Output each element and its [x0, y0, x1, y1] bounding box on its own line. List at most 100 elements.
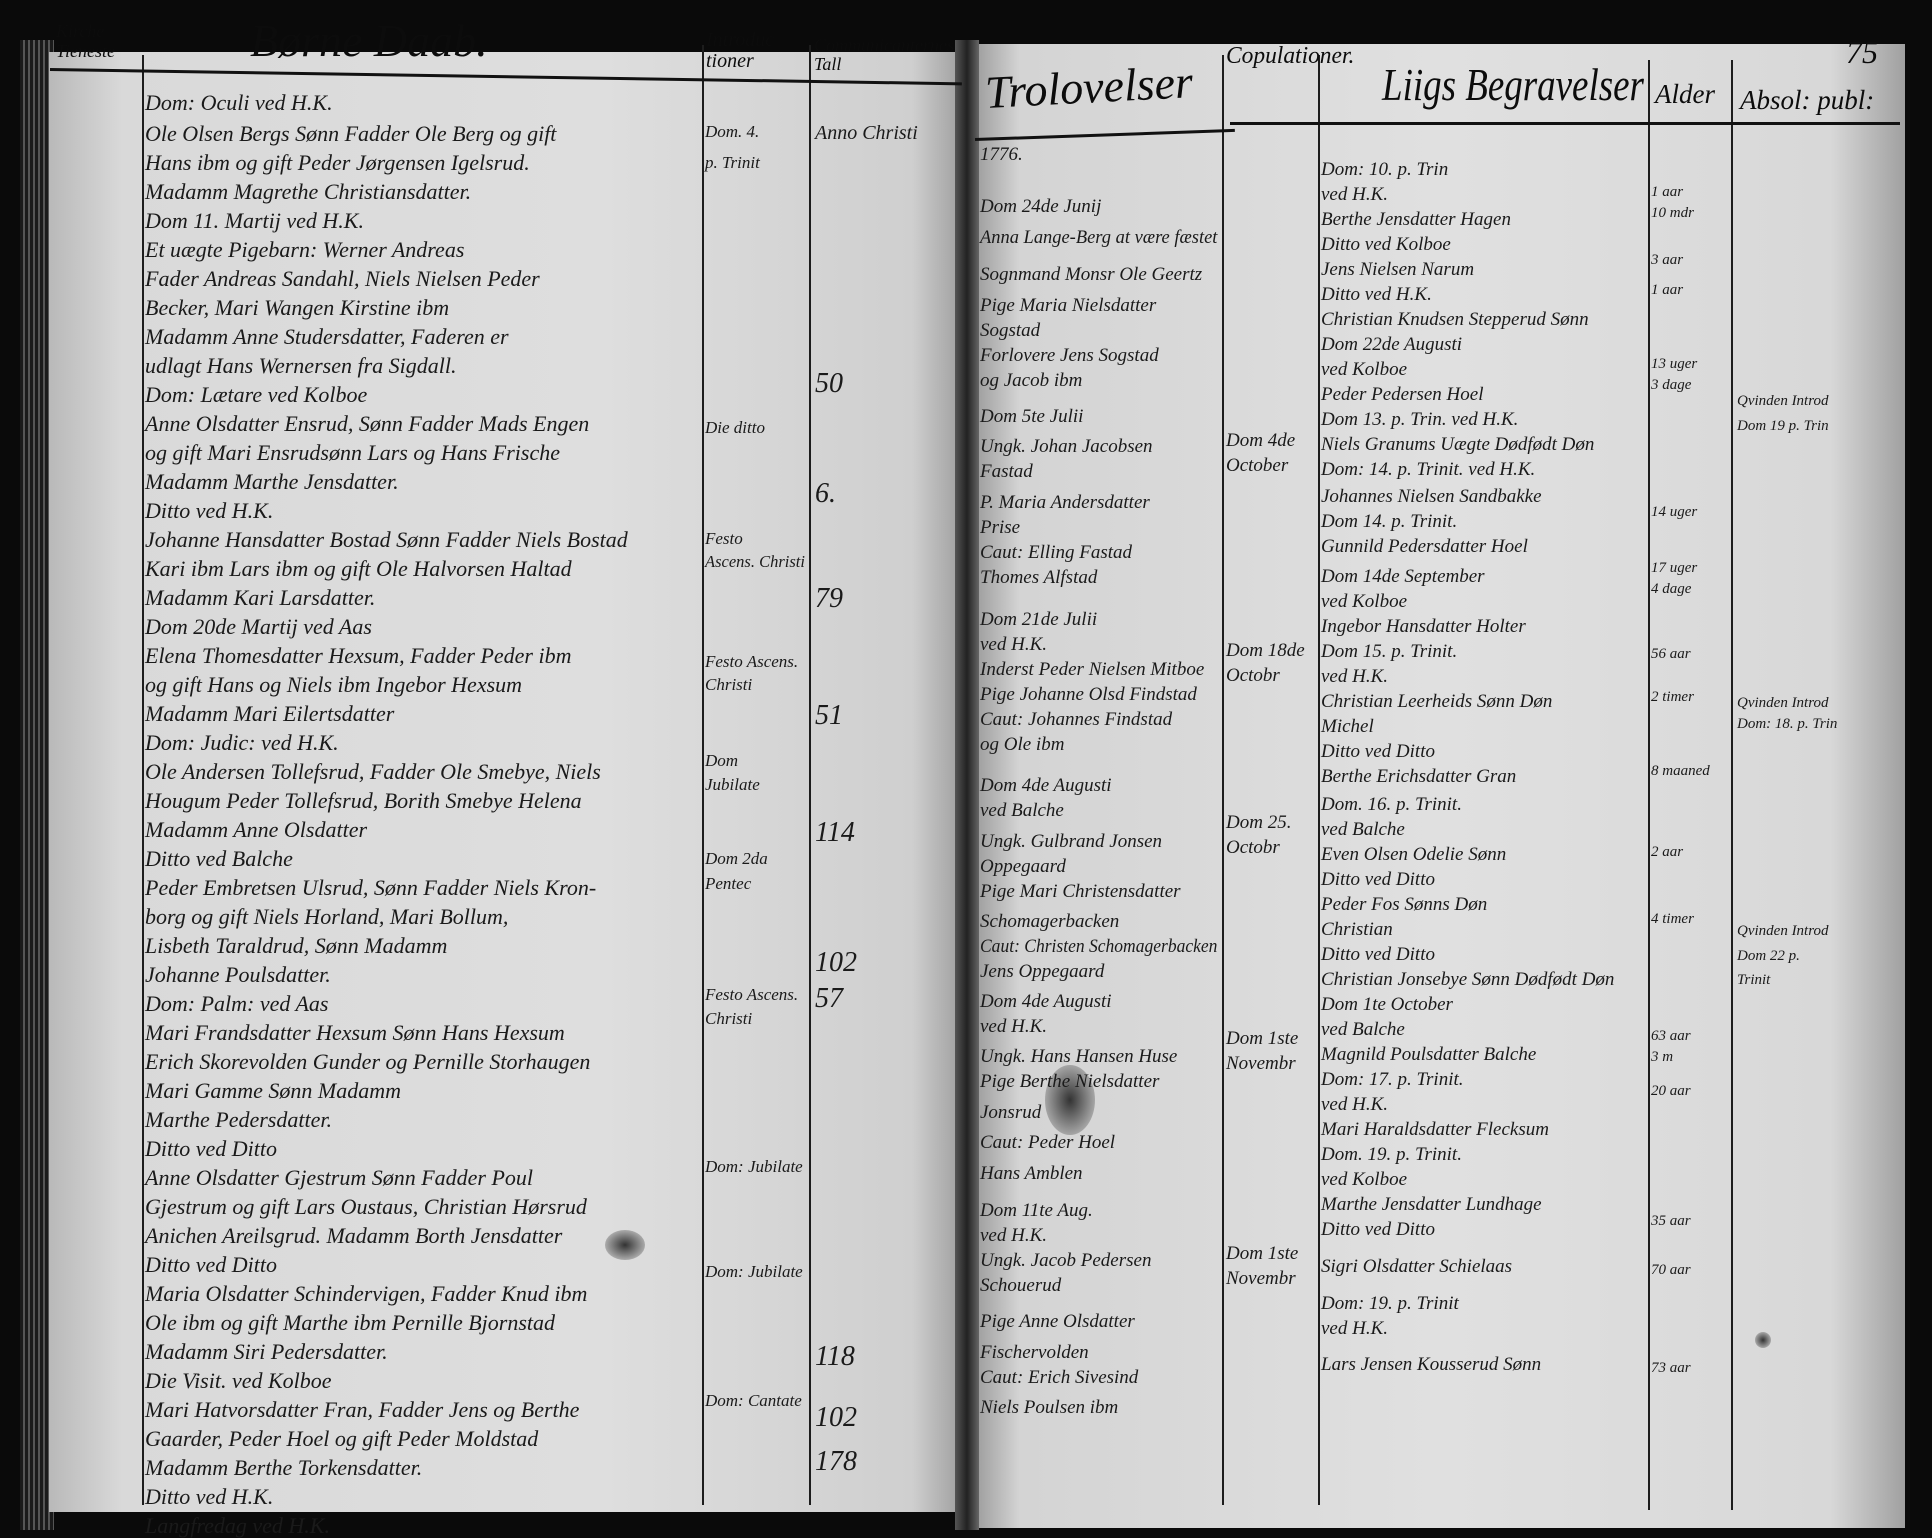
burial-entry-line: Dom 14. p. Trinit.: [1321, 511, 1458, 532]
absolution-entry-line: Qvinden Introd: [1737, 393, 1829, 409]
book-edge: [20, 40, 54, 1530]
absolution-entry-line: Qvinden Introd: [1737, 695, 1829, 711]
age-entry-line: 1 aar: [1651, 282, 1684, 298]
baptism-entry-line: Marthe Pedersdatter.: [145, 1107, 332, 1132]
betrothal-entry-line: ved H.K.: [980, 634, 1048, 655]
page-number: 75: [1846, 34, 1878, 70]
betrothal-entry-line: Pige Berthe Nielsdatter: [980, 1071, 1160, 1092]
baptism-entry-line: Anne Olsdatter Ensrud, Sønn Fadder Mads …: [145, 411, 590, 436]
baptism-entry-line: Ole Andersen Tollefsrud, Fadder Ole Smeb…: [145, 759, 601, 784]
betrothal-entry-line: 1776.: [980, 144, 1023, 165]
communicant-entry-line: Anno Christi: [815, 122, 918, 144]
age-entry-line: 20 aar: [1651, 1083, 1691, 1099]
copulation-entry-line: Novembr: [1226, 1053, 1296, 1074]
betrothal-entry-line: Caut: Johannes Findstad: [980, 709, 1173, 730]
burial-entry-line: ved Kolboe: [1321, 1169, 1408, 1190]
header-rule: [1230, 122, 1900, 125]
introduction-entry-line: Ascens. Christi: [705, 552, 805, 571]
betrothal-entry-line: Pige Maria Nielsdatter: [980, 295, 1157, 316]
burial-entry-line: ved H.K.: [1321, 184, 1389, 205]
baptism-entry-line: og gift Hans og Niels ibm Ingebor Hexsum: [145, 672, 523, 697]
introduction-entry-line: Dom. 4.: [705, 122, 760, 141]
burial-entry-line: Magnild Poulsdatter Balche: [1321, 1044, 1537, 1065]
right-page: [973, 44, 1905, 1528]
burial-entry-line: Dom: 19. p. Trinit: [1321, 1293, 1459, 1314]
baptism-entry-line: Madamm Mari Eilertsdatter: [145, 701, 395, 726]
burial-entry-line: Dom. 19. p. Trinit.: [1321, 1144, 1462, 1165]
copulation-entry-line: Octobr: [1226, 665, 1280, 686]
baptism-entry-line: Madamm Anne Olsdatter: [145, 817, 368, 842]
baptism-entry-line: Et uægte Pigebarn: Werner Andreas: [145, 237, 465, 262]
burial-entry-line: ved Kolboe: [1321, 359, 1408, 380]
baptism-entry-line: Lisbeth Taraldrud, Sønn Madamm: [145, 933, 448, 958]
baptism-entry-line: Ditto ved H.K.: [145, 498, 274, 523]
header-kirche-tieneste: Kirche Tieneste: [56, 21, 115, 61]
baptism-entry-line: Madamm Marthe Jensdatter.: [145, 469, 399, 494]
baptism-entry-line: Madamm Magrethe Christiansdatter.: [145, 179, 472, 204]
baptism-entry-line: Anne Olsdatter Gjestrum Sønn Fadder Poul: [145, 1165, 534, 1190]
communicant-entry-line: 57: [815, 983, 843, 1014]
betrothal-entry-line: Dom 21de Julii: [980, 609, 1098, 630]
burial-entry-line: Marthe Jensdatter Lundhage: [1321, 1194, 1542, 1215]
communicant-entry-line: 178: [815, 1446, 857, 1477]
left-page: [49, 52, 967, 1512]
burial-entry-line: Ditto ved Ditto: [1321, 741, 1435, 762]
betrothal-entry-line: og Jacob ibm: [980, 370, 1083, 391]
copulation-entry-line: Octobr: [1226, 837, 1280, 858]
burial-entry-line: Berthe Erichsdatter Gran: [1321, 766, 1517, 787]
copulation-entry-line: October: [1226, 455, 1289, 476]
betrothal-entry-line: Anna Lange-Berg at være fæstet: [980, 227, 1218, 248]
introduction-entry-line: Christi: [705, 675, 753, 694]
burial-entry-line: Dom 1te October: [1321, 994, 1453, 1015]
burial-entry-line: Peder Pedersen Hoel: [1321, 384, 1484, 405]
absolution-entry-line: Qvinden Introd: [1737, 923, 1829, 939]
baptism-entry-line: Elena Thomesdatter Hexsum, Fadder Peder …: [145, 643, 572, 668]
communicant-entry-line: 114: [815, 817, 855, 848]
baptism-entry-line: Mari Hatvorsdatter Fran, Fadder Jens og …: [145, 1397, 580, 1422]
burial-entry-line: Even Olsen Odelie Sønn: [1321, 844, 1507, 865]
age-entry-line: 35 aar: [1651, 1213, 1691, 1229]
betrothal-entry-line: Ungk. Jacob Pedersen: [980, 1250, 1152, 1271]
betrothal-entry-line: Dom 24de Junij: [980, 196, 1102, 217]
communicant-entry-line: 6.: [815, 478, 836, 509]
header-communicanter: Communicanternes Tall: [814, 35, 954, 74]
burial-entry-line: Christian Jonsebye Sønn Dødfødt Døn: [1321, 969, 1615, 990]
betrothal-entry-line: Schouerud: [980, 1275, 1062, 1296]
betrothal-entry-line: Pige Anne Olsdatter: [980, 1311, 1135, 1332]
betrothal-entry-line: Hans Amblen: [980, 1163, 1083, 1184]
burial-entry-line: Ditto ved Ditto: [1321, 1219, 1435, 1240]
baptism-entry-line: Kari ibm Lars ibm og gift Ole Halvorsen …: [145, 556, 572, 581]
betrothal-entry-line: Prise: [980, 517, 1021, 538]
introduction-entry-line: Christi: [705, 1009, 753, 1028]
copulation-entry-line: Dom 1ste: [1226, 1028, 1299, 1049]
burial-entry-line: ved H.K.: [1321, 1318, 1389, 1339]
betrothal-entry-line: Fastad: [980, 461, 1033, 482]
age-entry-line: 3 m: [1651, 1049, 1674, 1065]
baptism-entry-line: Johanne Hansdatter Bostad Sønn Fadder Ni…: [145, 527, 628, 552]
baptism-entry-line: Dom: Palm: ved Aas: [145, 991, 329, 1016]
baptism-entry-line: borg og gift Niels Horland, Mari Bollum,: [145, 904, 509, 929]
age-entry-line: 4 dage: [1651, 581, 1692, 597]
burial-entry-line: Michel: [1321, 716, 1374, 737]
burial-entry-line: Jens Nielsen Narum: [1321, 259, 1475, 280]
betrothal-entry-line: Caut: Peder Hoel: [980, 1132, 1116, 1153]
betrothal-entry-line: Schomagerbacken: [980, 911, 1120, 932]
burial-entry-line: Christian Leerheids Sønn Døn: [1321, 691, 1553, 712]
age-entry-line: 2 timer: [1651, 689, 1694, 705]
baptism-entry-line: Maria Olsdatter Schindervigen, Fadder Kn…: [145, 1281, 588, 1306]
introduction-entry-line: Dom: Jubilate: [705, 1157, 803, 1176]
baptism-entry-line: Ole ibm og gift Marthe ibm Pernille Bjor…: [145, 1310, 556, 1335]
betrothal-entry-line: Jonsrud: [980, 1102, 1042, 1123]
baptism-entry-line: Fader Andreas Sandahl, Niels Nielsen Ped…: [145, 266, 540, 291]
age-entry-line: 14 uger: [1651, 504, 1698, 520]
age-entry-line: 4 timer: [1651, 911, 1694, 927]
copulation-entry-line: Dom 1ste: [1226, 1243, 1299, 1264]
header-introductioner: Introduc tioner: [706, 29, 775, 72]
column-rule: [702, 45, 704, 1505]
burial-entry-line: Dom 22de Augusti: [1321, 334, 1463, 355]
burial-entry-line: Christian Knudsen Stepperud Sønn: [1321, 309, 1589, 330]
burial-entry-line: Dom: 14. p. Trinit. ved H.K.: [1321, 459, 1536, 480]
betrothal-entry-line: Thomes Alfstad: [980, 567, 1098, 588]
baptism-entry-line: Ditto ved Ditto: [145, 1136, 277, 1161]
baptism-entry-line: Ditto ved Balche: [145, 846, 293, 871]
